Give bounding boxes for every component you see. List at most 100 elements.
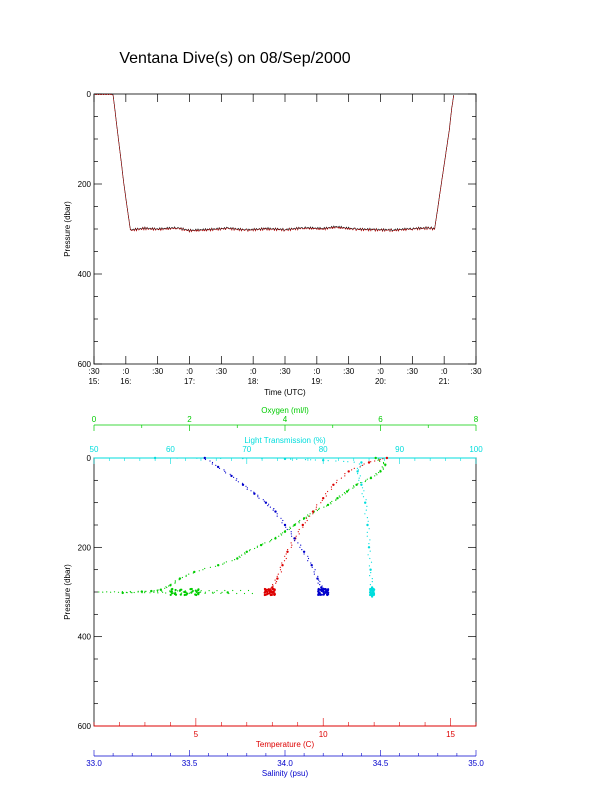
profile-point-salinity [268,503,270,505]
profile-point-oxygen [244,552,246,554]
profile-point-oxygen [102,591,104,593]
profile-point-light [366,505,368,507]
profile-point-salinity [294,540,296,542]
profile-point-temperature [374,460,376,462]
profile-cluster-oxygen [197,588,200,591]
profile-point-oxygen [339,496,341,498]
profile-point-oxygen [121,591,124,595]
profile-point-oxygen [121,591,123,593]
profile-point-salinity [307,557,310,560]
profile-point-oxygen [353,486,355,488]
profile-point-light [357,469,359,471]
profile-point-temperature [270,587,272,589]
profile-point-light [357,473,359,475]
profile-point-light [220,457,222,459]
profile-point-oxygen [335,499,337,501]
profile-cluster-salinity [325,593,329,596]
profile-point-oxygen [338,495,340,497]
profile-point-salinity [264,501,268,504]
profile-point-temperature [283,560,286,562]
profile-point-oxygen [173,592,175,594]
profile-point-oxygen [225,561,227,563]
profile-point-oxygen [352,485,355,487]
profile-point-oxygen [157,592,159,594]
profile-point-oxygen [305,516,307,518]
profile-point-oxygen [262,543,264,545]
profile-point-temperature [385,456,389,460]
profile-point-salinity [286,528,288,531]
profile-point-oxygen [357,483,359,485]
profile-point-salinity [233,476,235,478]
profile-point-temperature [285,557,287,560]
profile-point-salinity [318,579,320,581]
light-tick-label: 90 [395,445,404,454]
profile-point-light [153,456,157,460]
top-x-tick-label: :30 [407,367,419,376]
profile-point-oxygen [323,506,325,508]
profile-point-oxygen [239,556,241,559]
profile-point-salinity [321,585,323,587]
profile-point-temperature [302,526,304,528]
profile-cluster-oxygen [194,589,197,592]
profile-point-temperature [298,528,300,531]
profile-point-temperature [353,467,355,469]
profile-point-light [322,459,325,462]
bottom-y-tick-label: 0 [87,454,92,463]
profile-point-oxygen [178,579,180,581]
profile-point-temperature [272,585,274,587]
profile-point-light [361,487,364,489]
profile-point-oxygen [318,508,320,510]
profile-point-oxygen [213,591,215,593]
profile-point-oxygen [298,521,300,523]
profile-point-oxygen [209,566,211,569]
profile-point-light [335,460,337,462]
profile-point-salinity [225,472,227,474]
profile-point-oxygen [256,546,258,548]
profile-point-light [364,513,366,515]
profile-point-salinity [236,478,238,480]
profile-point-oxygen [343,492,346,494]
profile-point-light [360,483,363,486]
top-x-tick-label: :0 [441,367,448,376]
profile-point-oxygen [192,572,194,574]
profile-point-temperature [330,488,333,490]
profile-point-oxygen [231,560,233,562]
profile-point-oxygen [165,586,167,588]
profile-point-oxygen [384,465,386,467]
profile-point-salinity [241,482,244,484]
profile-point-oxygen [382,467,384,469]
profile-point-temperature [295,535,297,537]
oxygen-tick-label: 2 [187,415,192,424]
profile-point-light [242,458,244,460]
profile-point-salinity [223,469,225,471]
profile-cluster-oxygen [170,588,173,591]
bottom-y-tick-label: 400 [78,633,92,642]
profile-point-light [360,461,363,464]
profile-point-light [362,496,365,498]
light-tick-label: 70 [242,445,251,454]
profile-point-light [371,578,373,580]
profile-point-light [283,457,287,461]
salinity-tick-label: 33.0 [86,759,102,768]
profile-cluster-oxygen [179,588,182,592]
profile-point-temperature [279,569,282,571]
temperature-tick-label: 15 [446,730,455,739]
top-x-tick-label: :30 [470,367,482,376]
profile-cluster-salinity [326,589,330,592]
profile-cluster-temperature [273,593,276,597]
profile-point-light [370,572,372,574]
profile-point-light [368,543,370,545]
profile-point-oxygen [174,580,176,582]
profile-point-oxygen [281,534,283,536]
profile-point-oxygen [307,514,309,516]
profile-point-temperature [275,581,278,583]
profile-point-salinity [203,456,206,460]
profile-point-temperature [382,458,384,460]
profile-point-oxygen [169,584,172,587]
profile-cluster-oxygen [195,593,198,597]
profile-point-oxygen [98,591,100,593]
profile-point-oxygen [216,590,218,592]
profile-point-oxygen [345,490,349,493]
profile-point-salinity [313,573,315,575]
